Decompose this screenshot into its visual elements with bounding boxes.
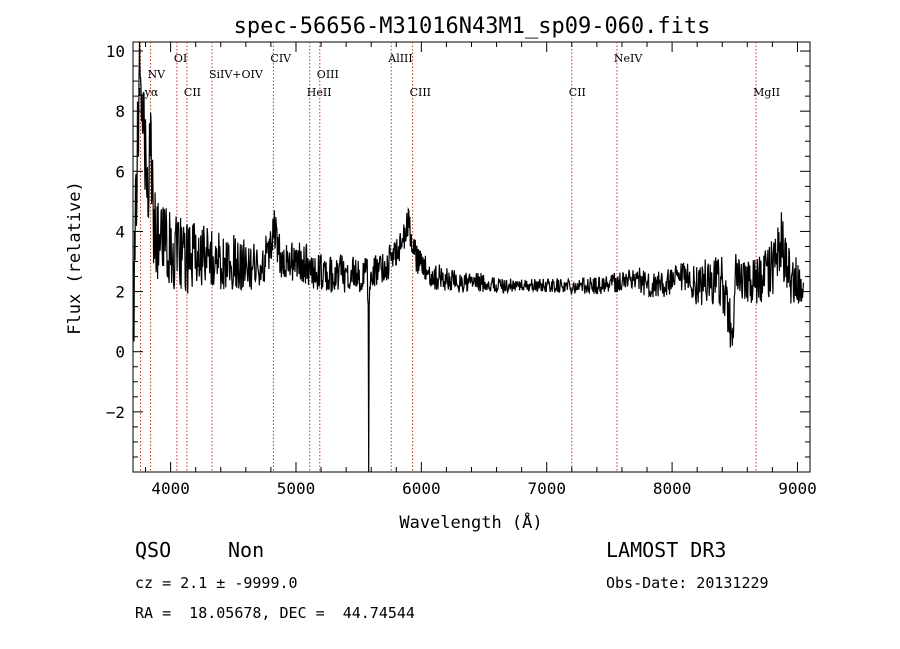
observation-date: Obs-Date: 20131229 [606, 574, 769, 592]
emission-line-label: AlIII [387, 52, 413, 65]
emission-line-label: Lyα [138, 86, 159, 99]
x-tick-label: 6000 [402, 479, 441, 498]
emission-line-label: CIII [410, 86, 431, 99]
emission-line-label: CIV [270, 52, 292, 65]
chart-title: spec-56656-M31016N43M1_sp09-060.fits [234, 14, 711, 39]
x-tick-label: 7000 [527, 479, 566, 498]
spectrum-chart: spec-56656-M31016N43M1_sp09-060.fits Lyα… [65, 14, 817, 533]
y-tick-label: 6 [115, 162, 125, 181]
emission-line-label: CII [569, 86, 586, 99]
x-tick-label: 4000 [151, 479, 190, 498]
x-tick-label: 9000 [778, 479, 817, 498]
emission-line-label: CII [184, 86, 201, 99]
emission-line-label: MgII [753, 86, 780, 99]
sky-coordinates: RA = 18.05678, DEC = 44.74544 [135, 604, 415, 622]
emission-line-label: NeIV [614, 52, 643, 65]
redshift-value: cz = 2.1 ± -9999.0 [135, 574, 298, 592]
emission-lines: Lyα NV OI CII SiIV+OIV CIV HeII OIII AlIII CIII CI… [138, 42, 780, 472]
y-tick-label: 4 [115, 222, 125, 241]
x-tick-label: 8000 [653, 479, 692, 498]
emission-line-label: NV [148, 68, 167, 81]
y-tick-label: 8 [115, 102, 125, 121]
emission-line-label: OIII [317, 68, 339, 81]
emission-line-label: HeII [307, 86, 332, 99]
spectrum-line [132, 41, 805, 473]
y-tick-label: 2 [115, 283, 125, 302]
x-axis-label: Wavelength (Å) [399, 511, 542, 533]
axis-ticks: 4000 5000 6000 7000 8000 9000 −2 0 2 4 6 8 10 [106, 42, 817, 498]
object-class: QSO [135, 538, 172, 562]
object-subclass: Non [228, 538, 265, 562]
y-tick-label: 10 [106, 42, 125, 61]
y-axis-label: Flux (relative) [65, 181, 85, 335]
y-tick-label: −2 [106, 403, 125, 422]
x-tick-label: 5000 [277, 479, 316, 498]
survey-name: LAMOST DR3 [606, 538, 727, 562]
y-tick-label: 0 [115, 343, 125, 362]
emission-line-label: SiIV+OIV [209, 68, 264, 81]
emission-line-label: OI [174, 52, 187, 65]
